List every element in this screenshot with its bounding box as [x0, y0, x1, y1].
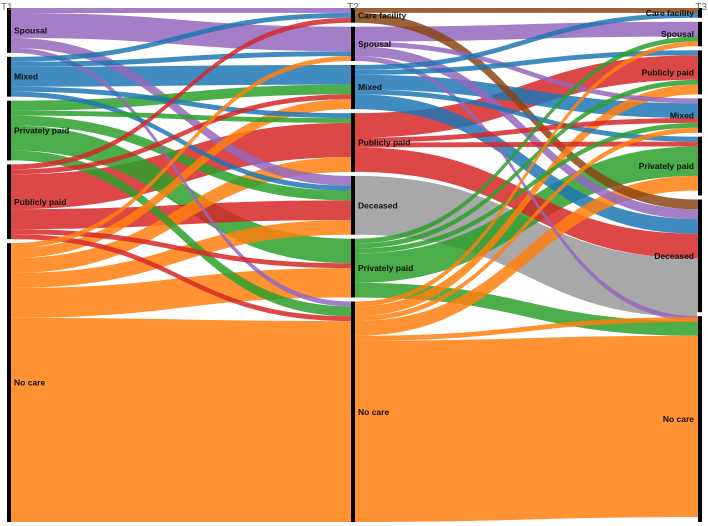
flow-t2-care_facility-to-t3-deceased	[355, 12, 698, 210]
node-label-t2-spousal: Spousal	[358, 39, 391, 49]
node-label-t3-mixed: Mixed	[670, 111, 694, 121]
node-label-t3-no_care: No care	[663, 414, 694, 424]
axis-bar-t3	[698, 8, 702, 522]
flows-layer	[11, 8, 698, 522]
flow-t1-publicly_paid-to-t2-publicly_paid	[11, 122, 351, 210]
flow-t1-no_care-to-t2-publicly_paid	[11, 157, 351, 273]
node-gap-t3-deceased	[697, 312, 703, 317]
flow-t1-no_care-to-t2-privately_paid	[11, 268, 351, 318]
flow-t1-mixed-to-t2-care_facility	[11, 12, 351, 62]
node-label-t1-privately_paid: Privately paid	[14, 126, 69, 136]
node-gap-t2-spousal	[350, 61, 356, 65]
node-label-t2-deceased: Deceased	[358, 200, 398, 210]
flow-t1-mixed-to-t2-deceased	[11, 91, 351, 191]
flow-t2-spousal-to-t3-mixed	[355, 41, 698, 104]
flow-t1-no_care-to-t2-no_care	[11, 317, 351, 522]
flow-t1-spousal-to-t2-deceased	[11, 37, 351, 186]
node-gap-t2-privately_paid	[350, 297, 356, 302]
node-label-t2-mixed: Mixed	[358, 82, 382, 92]
flow-t2-deceased-to-t3-deceased	[355, 175, 698, 318]
flow-t1-publicly_paid-to-t2-care_facility	[11, 17, 351, 170]
timepoint-label-t3: T3	[695, 2, 707, 13]
flow-t2-no_care-to-t3-deceased	[355, 317, 698, 341]
flow-t2-privately_paid-to-t3-publicly_paid	[355, 79, 698, 249]
node-gap-t3-care_facility	[697, 17, 703, 22]
node-gap-t1-publicly_paid	[6, 239, 12, 244]
flow-t1-privately_paid-to-t2-deceased	[11, 115, 351, 201]
nodes-layer	[6, 8, 703, 526]
flow-t1-publicly_paid-to-t2-mixed	[11, 94, 351, 175]
node-gap-t2-mixed	[350, 109, 356, 114]
flow-t1-mixed-to-t2-mixed	[11, 65, 351, 87]
flow-t2-mixed-to-t3-care_facility	[355, 12, 698, 70]
node-label-t3-spousal: Spousal	[661, 29, 694, 39]
flow-t1-no_care-to-t2-spousal	[11, 56, 351, 249]
node-gap-t3-publicly_paid	[697, 94, 703, 99]
node-gap-t3-spousal	[697, 46, 703, 51]
node-label-t3-deceased: Deceased	[654, 251, 694, 261]
node-label-t2-publicly_paid: Publicly paid	[358, 138, 410, 148]
flow-t1-mixed-to-t2-spousal	[11, 51, 351, 67]
flow-t1-publicly_paid-to-t2-privately_paid	[11, 229, 351, 269]
timepoint-label-t1: T1	[1, 2, 13, 13]
flow-t1-privately_paid-to-t2-no_care	[11, 150, 351, 317]
flow-t2-publicly_paid-to-t3-privately_paid	[355, 141, 698, 148]
axis-bar-t2	[351, 8, 355, 522]
node-label-t3-publicly_paid: Publicly paid	[642, 67, 694, 77]
flow-t1-no_care-to-t2-deceased	[11, 220, 351, 288]
flow-t2-publicly_paid-to-t3-mixed	[355, 118, 698, 143]
timepoint-label-t2: T2	[347, 2, 359, 13]
node-label-t1-spousal: Spousal	[14, 25, 47, 35]
node-label-t1-no_care: No care	[14, 378, 45, 388]
flow-t1-spousal-to-t2-spousal	[11, 12, 351, 52]
flow-t1-publicly_paid-to-t2-no_care	[11, 234, 351, 322]
axis-bar-t1	[7, 8, 11, 522]
node-gap-t3-privately_paid	[697, 195, 703, 200]
node-gap-t3-no_care	[697, 522, 703, 526]
flow-t2-no_care-to-t3-publicly_paid	[355, 84, 698, 317]
node-label-t1-mixed: Mixed	[14, 72, 38, 82]
labels-layer: Spousal Mixed Privately paid Publicly paid N…	[1, 2, 707, 424]
flow-t2-privately_paid-to-t3-spousal	[355, 36, 698, 244]
node-label-t2-care_facility: Care facility	[358, 10, 406, 20]
node-gap-t1-mixed	[6, 96, 12, 101]
node-gap-t1-privately_paid	[6, 160, 12, 165]
node-label-t3-privately_paid: Privately paid	[639, 161, 694, 171]
flow-t1-mixed-to-t2-publicly_paid	[11, 86, 351, 118]
node-gap-t3-mixed	[697, 132, 703, 137]
flow-t2-no_care-to-t3-privately_paid	[355, 175, 698, 336]
node-gap-t2-care_facility	[350, 22, 356, 27]
flow-t2-mixed-to-t3-privately_paid	[355, 89, 698, 142]
flow-t1-privately_paid-to-t2-publicly_paid	[11, 110, 351, 123]
flow-t2-mixed-to-t3-publicly_paid	[355, 50, 698, 75]
flow-t1-spousal-to-t2-no_care	[11, 47, 351, 307]
node-gap-t2-publicly_paid	[350, 171, 356, 176]
node-gap-t1-no_care	[6, 522, 12, 526]
node-gap-t1-spousal	[6, 52, 12, 57]
node-gap-t2-deceased	[350, 234, 356, 239]
flow-t2-care_facility-to-t3-care_facility	[355, 8, 698, 13]
node-gap-t2-no_care	[350, 522, 356, 526]
node-label-t2-privately_paid: Privately paid	[358, 263, 413, 273]
node-label-t3-care_facility: Care facility	[646, 8, 694, 18]
flow-t2-privately_paid-to-t3-mixed	[355, 122, 698, 254]
node-label-t2-no_care: No care	[358, 407, 389, 417]
flow-t1-spousal-to-t2-care_facility	[11, 8, 351, 13]
flow-t2-no_care-to-t3-spousal	[355, 41, 698, 307]
flow-t2-no_care-to-t3-mixed	[355, 127, 698, 322]
flow-t2-no_care-to-t3-no_care	[355, 335, 698, 522]
node-label-t1-publicly_paid: Publicly paid	[14, 197, 66, 207]
